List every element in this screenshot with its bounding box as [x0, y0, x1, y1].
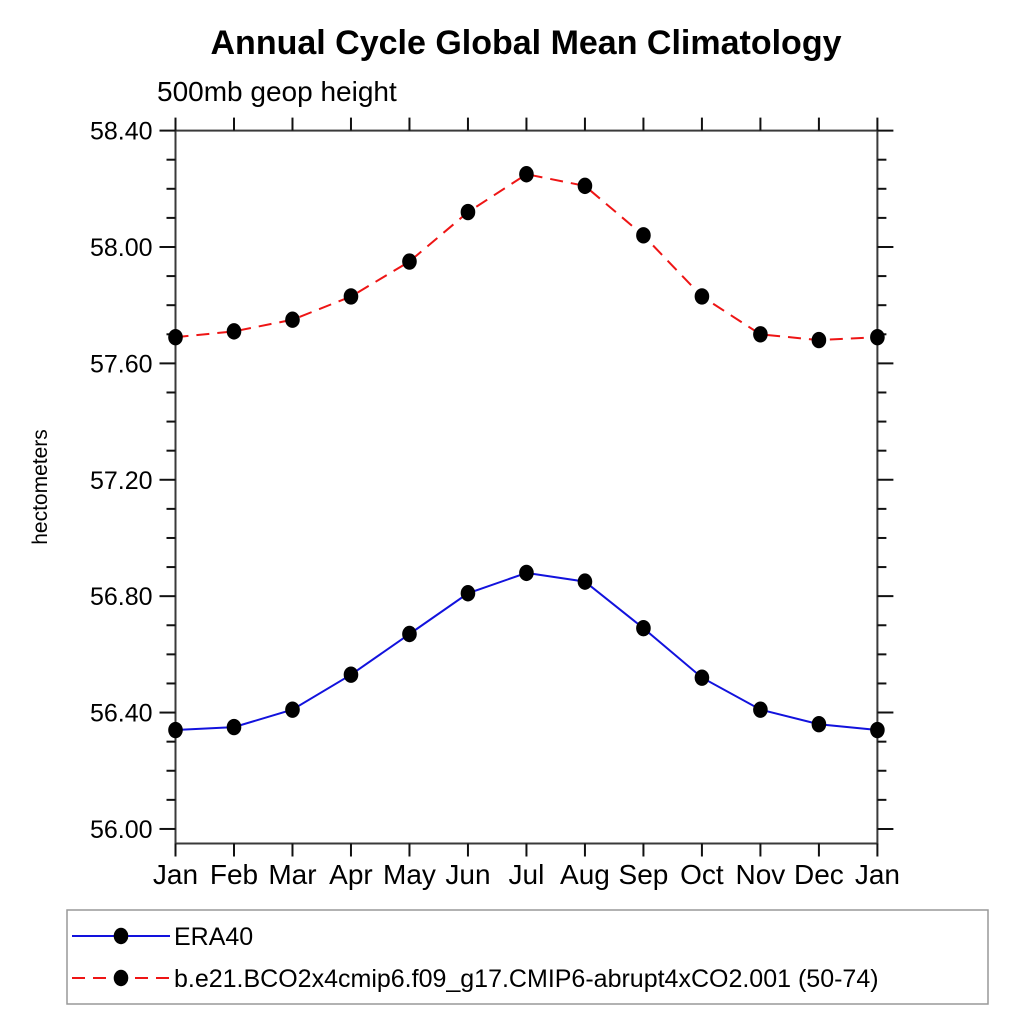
chart-title: Annual Cycle Global Mean Climatology	[211, 24, 842, 62]
data-point-marker	[402, 625, 417, 643]
y-tick-label: 58.40	[90, 118, 153, 146]
y-tick-label: 57.60	[90, 350, 153, 378]
x-tick-label: Mar	[268, 859, 316, 890]
y-tick-label: 57.20	[90, 467, 153, 495]
x-tick-label: Apr	[329, 859, 373, 890]
x-tick-label: Nov	[736, 859, 786, 890]
data-point-marker	[343, 666, 359, 683]
data-point-marker	[168, 721, 183, 739]
x-tick-label: Aug	[560, 859, 610, 890]
data-point-marker	[753, 701, 768, 718]
data-point-marker	[753, 326, 768, 343]
y-tick-label: 58.00	[90, 234, 153, 262]
legend-entry: b.e21.BCO2x4cmip6.f09_g17.CMIP6-abrupt4x…	[72, 965, 879, 993]
legend-label: b.e21.BCO2x4cmip6.f09_g17.CMIP6-abrupt4x…	[174, 965, 879, 993]
data-point-marker	[168, 328, 183, 346]
x-tick-label: Oct	[680, 859, 724, 890]
legend-entry: ERA40	[72, 923, 253, 951]
series-era40	[168, 564, 885, 739]
series-line	[175, 173, 878, 342]
plot-frame	[174, 129, 879, 845]
legend-marker	[113, 927, 129, 945]
legend-label: ERA40	[174, 923, 253, 951]
legend: ERA40 b.e21.BCO2x4cmip6.f09_g17.CMIP6-abr…	[66, 909, 989, 1005]
data-point-marker	[285, 311, 300, 328]
axes-layer: 56.00 56.40 56.80 57.20 57.60 58.00 58.40 Jan Fe…	[90, 117, 900, 890]
data-point-marker	[870, 721, 885, 739]
series-layer	[168, 166, 885, 739]
data-point-marker	[811, 715, 827, 733]
x-tick-label: Jun	[445, 859, 490, 890]
x-axis-ticks	[174, 117, 879, 857]
data-point-marker	[811, 331, 827, 349]
y-tick-label: 56.40	[90, 700, 153, 728]
data-point-marker	[577, 177, 593, 195]
series-markers	[168, 166, 885, 349]
data-point-marker	[343, 288, 359, 305]
data-point-marker	[870, 328, 885, 346]
legend-marker	[113, 969, 129, 987]
x-tick-label: Jan	[855, 859, 900, 890]
data-point-marker	[577, 573, 593, 590]
data-point-marker	[694, 288, 710, 305]
data-point-marker	[636, 227, 651, 244]
data-point-marker	[285, 701, 300, 718]
chart-subtitle: 500mb geop height	[157, 76, 397, 107]
series-line	[175, 571, 878, 731]
legend-box	[66, 909, 989, 1005]
y-axis-ticks	[159, 129, 894, 830]
x-tick-label: Jan	[153, 859, 198, 890]
x-tick-label: Sep	[619, 859, 669, 890]
x-tick-label: May	[383, 859, 436, 890]
data-point-marker	[226, 323, 242, 340]
x-tick-label: Feb	[210, 859, 258, 890]
series-markers	[168, 564, 885, 739]
data-point-marker	[402, 253, 417, 270]
data-point-marker	[636, 619, 651, 637]
series-model	[168, 166, 885, 349]
y-axis-tick-labels: 56.00 56.40 56.80 57.20 57.60 58.00 58.40	[90, 118, 153, 844]
y-axis-title: hectometers	[29, 429, 52, 545]
data-point-marker	[460, 585, 476, 602]
y-tick-label: 56.80	[90, 583, 153, 611]
data-point-marker	[519, 564, 534, 582]
x-tick-label: Dec	[794, 859, 844, 890]
data-point-marker	[694, 669, 710, 686]
x-axis-tick-labels: Jan Feb Mar Apr May Jun Jul Aug Sep Oct Nov Dec Jan	[153, 859, 900, 890]
y-tick-label: 56.00	[90, 816, 153, 844]
data-point-marker	[460, 203, 476, 221]
x-tick-label: Jul	[509, 859, 545, 890]
data-point-marker	[226, 718, 242, 736]
data-point-marker	[519, 166, 534, 183]
